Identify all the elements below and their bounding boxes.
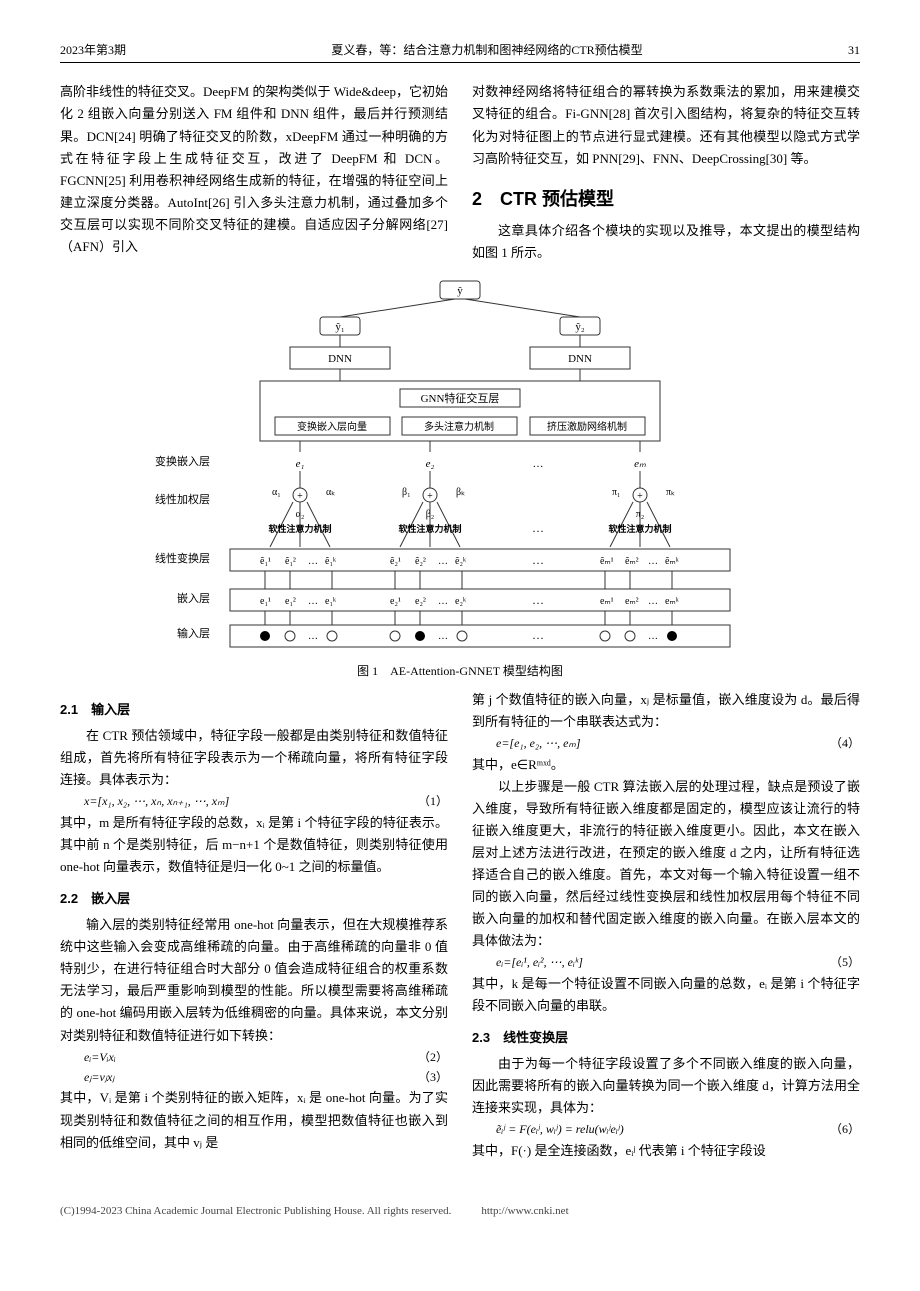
svg-text:软性注意力机制: 软性注意力机制 [608,523,671,534]
eq-4: e=[e₁, e₂, ⋯, eₘ]（4） [472,733,860,753]
group-1: e₁ + α₁ α₂ αₖ 软性注意力机制 ẽ₁¹ ẽ₁² … ẽ₁ᵏ [260,441,337,642]
page-header: 2023年第3期 夏义春，等：结合注意力机制和图神经网络的CTR预估模型 31 [60,40,860,63]
y2-label: ŷ₂ [575,321,585,333]
svg-text:…: … [532,521,544,535]
svg-text:ẽₘ²: ẽₘ² [625,556,639,567]
svg-text:α₁: α₁ [272,487,281,498]
sub-2-2-body: 输入层的类别特征经常用 one-hot 向量表示，但在大规模推荐系统中这些输入会… [60,914,448,1047]
svg-text:βₖ: βₖ [456,487,465,498]
svg-text:eₘ²: eₘ² [625,596,639,607]
svg-text:eₘ: eₘ [634,458,646,470]
gnn-label: GNN特征交互层 [421,391,500,405]
svg-text:e₁: e₁ [296,458,305,470]
svg-text:…: … [648,631,658,642]
footer-copyright: (C)1994-2023 China Academic Journal Elec… [60,1202,451,1221]
svg-text:ẽ₂¹: ẽ₂¹ [390,556,401,567]
svg-text:e₁ᵏ: e₁ᵏ [325,596,337,607]
svg-text:…: … [438,596,448,607]
svg-text:π₁: π₁ [612,487,621,498]
svg-text:…: … [308,556,318,567]
intro-col1: 高阶非线性的特征交叉。DeepFM 的架构类似于 Wide&deep，它初始化 … [60,81,448,258]
svg-text:ẽₘᵏ: ẽₘᵏ [665,556,680,567]
row-4: 嵌入层 [177,592,210,605]
section-2-title: 2 CTR 预估模型 [472,184,860,215]
header-page: 31 [848,40,860,60]
sub-2-2-body2: 其中，Vᵢ 是第 i 个类别特征的嵌入矩阵，xᵢ 是 one-hot 向量。为了… [60,1087,448,1153]
svg-text:软性注意力机制: 软性注意力机制 [268,523,331,534]
eq-6: ẽᵢʲ = F(eᵢʲ, wᵢʲ) = relu(wᵢʲeᵢʲ)（6） [472,1119,860,1139]
svg-text:ẽ₁¹: ẽ₁¹ [260,556,271,567]
svg-text:eₘᵏ: eₘᵏ [665,596,680,607]
header-issue: 2023年第3期 [60,40,126,60]
sub-2-3-body: 由于为每一个特征字段设置了多个不同嵌入维度的嵌入向量，因此需要将所有的嵌入向量转… [472,1053,860,1119]
dnn1: DNN [328,353,352,365]
figure-1-caption: 图 1 AE-Attention-GNNET 模型结构图 [60,661,860,681]
sub-2-2-title: 2.2 嵌入层 [60,888,448,910]
row-5: 输入层 [177,626,210,640]
svg-text:ẽ₁²: ẽ₁² [285,556,296,567]
svg-text:e₁²: e₁² [285,596,296,607]
col2-b4: 其中，k 是每一个特征设置不同嵌入向量的总数，eᵢ 是第 i 个特征字段不同嵌入… [472,973,860,1017]
sub-2-1-body2: 其中，m 是所有特征字段的总数，xᵢ 是第 i 个特征字段的特征表示。其中前 n… [60,812,448,878]
svg-text:+: + [427,491,433,502]
svg-text:软性注意力机制: 软性注意力机制 [398,523,461,534]
svg-text:…: … [532,593,544,607]
section-2-intro: 这章具体介绍各个模块的实现以及推导，本文提出的模型结构如图 1 所示。 [472,220,860,264]
eq-2: eᵢ=Vᵢxᵢ（2） [60,1047,448,1067]
svg-text:…: … [532,553,544,567]
svg-text:β₁: β₁ [402,487,411,498]
group-2: e₂ + β₁ β₂ βₖ 软性注意力机制 ẽ₂¹ ẽ₂² … ẽ₂ᵏ e₂¹ [390,441,467,642]
svg-text:πₖ: πₖ [666,487,675,498]
svg-text:e₂ᵏ: e₂ᵏ [455,596,467,607]
footer-url: http://www.cnki.net [481,1202,568,1221]
row-3: 线性变换层 [155,551,210,565]
svg-text:…: … [648,596,658,607]
svg-text:…: … [308,596,318,607]
sub-2-3-body2: 其中，F(·) 是全连接函数，eᵢʲ 代表第 i 个特征字段设 [472,1140,860,1162]
group-m: eₘ + π₁ π₂ πₖ 软性注意力机制 ẽₘ¹ ẽₘ² … ẽₘᵏ eₘ¹ [600,441,680,642]
transform-label: 变换嵌入层向量 [297,420,367,433]
y1-label: ŷ₁ [335,321,345,333]
mha-label: 多头注意力机制 [424,420,494,433]
yhat-label: ŷ [457,285,463,297]
svg-text:e₁¹: e₁¹ [260,596,271,607]
sub-2-1-title: 2.1 输入层 [60,699,448,721]
svg-text:ẽₘ¹: ẽₘ¹ [600,556,614,567]
row-1: 变换嵌入层 [155,454,210,468]
eq-1: x=[x₁, x₂, ⋯, xₙ, xₙ₊₁, ⋯, xₘ]（1） [60,791,448,811]
col2-b2: 其中，e∈Rᵐˣᵈ。 [472,754,860,776]
svg-text:…: … [648,556,658,567]
svg-text:αₖ: αₖ [326,487,336,498]
svg-text:ẽ₂ᵏ: ẽ₂ᵏ [455,556,467,567]
svg-text:…: … [438,556,448,567]
svg-text:e₂: e₂ [426,458,435,470]
sub-2-1-body: 在 CTR 预估领域中，特征字段一般都是由类别特征和数值特征组成，首先将所有特征… [60,725,448,791]
page-footer: (C)1994-2023 China Academic Journal Elec… [60,1202,860,1221]
row-2: 线性加权层 [155,492,210,506]
header-title: 夏义春，等：结合注意力机制和图神经网络的CTR预估模型 [331,40,642,60]
se-label: 挤压激励网络机制 [547,420,627,433]
svg-text:ẽ₁ᵏ: ẽ₁ᵏ [325,556,337,567]
svg-text:…: … [308,631,318,642]
figure-1: ŷ ŷ₁ ŷ₂ DNN DNN GNN特征交互层 变换嵌入层向量 多头注意力机制 [60,277,860,681]
svg-text:eₘ¹: eₘ¹ [600,596,614,607]
svg-text:…: … [438,631,448,642]
eq-3: eⱼ=vⱼxⱼ（3） [60,1067,448,1087]
svg-text:…: … [533,458,544,470]
sub-2-3-title: 2.3 线性变换层 [472,1027,860,1049]
svg-text:+: + [637,491,643,502]
eq-5: eᵢ=[eᵢ¹, eᵢ², ⋯, eᵢᵏ]（5） [472,952,860,972]
svg-text:…: … [532,628,544,642]
col2-top: 第 j 个数值特征的嵌入向量，xⱼ 是标量值，嵌入维度设为 d。最后得到所有特征… [472,689,860,733]
svg-text:e₂²: e₂² [415,596,426,607]
dnn2: DNN [568,353,592,365]
svg-text:e₂¹: e₂¹ [390,596,401,607]
col2-b3: 以上步骤是一般 CTR 算法嵌入层的处理过程，缺点是预设了嵌入维度，导致所有特征… [472,776,860,953]
intro-col2: 对数神经网络将特征组合的幂转换为系数乘法的累加，用来建模交叉特征的组合。Fi-G… [472,81,860,169]
group-3: … … … … … [532,458,544,642]
svg-text:+: + [297,491,303,502]
svg-text:ẽ₂²: ẽ₂² [415,556,426,567]
